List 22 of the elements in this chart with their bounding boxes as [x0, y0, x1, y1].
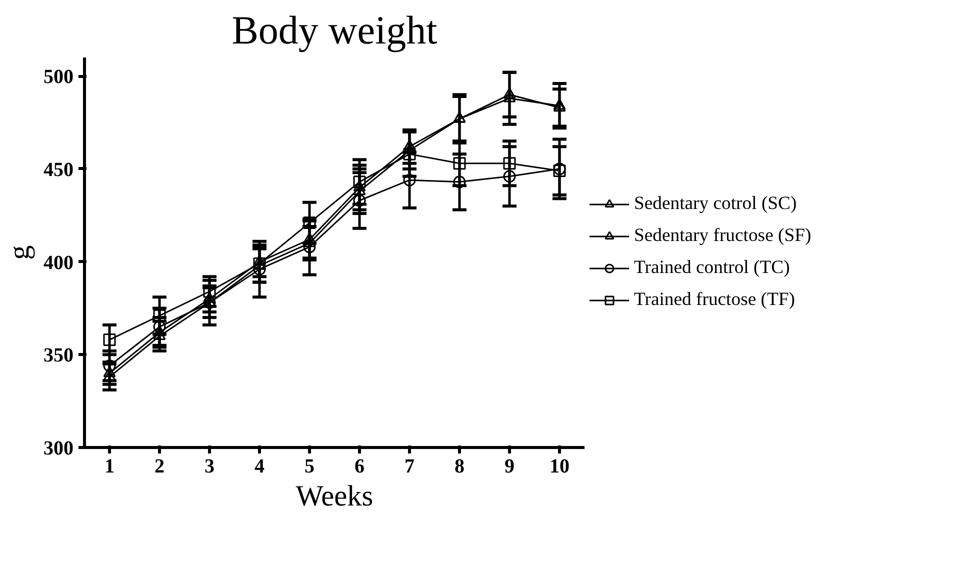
x-tick-label: 4: [254, 456, 264, 478]
x-tick-label: 1: [104, 456, 114, 478]
x-tick-label: 8: [454, 456, 464, 478]
legend-label: Trained fructose (TF): [634, 289, 795, 311]
x-tick-label: 9: [504, 456, 514, 478]
legend-label: Trained control (TC): [634, 257, 790, 279]
y-tick-label: 300: [44, 438, 74, 460]
y-tick-label: 500: [44, 66, 74, 88]
x-tick-label: 10: [550, 456, 570, 478]
legend-label: Sedentary fructose (SF): [634, 225, 812, 247]
x-tick-label: 5: [304, 456, 314, 478]
x-tick-label: 7: [404, 456, 414, 478]
x-tick-label: 6: [354, 456, 364, 478]
y-axis-title: g: [4, 244, 36, 260]
y-tick-label: 400: [44, 252, 74, 274]
x-tick-label: 2: [154, 456, 164, 478]
x-axis-title: Weeks: [296, 480, 374, 512]
chart-title: Body weight: [232, 8, 438, 52]
y-tick-label: 450: [44, 158, 74, 181]
x-tick-label: 3: [204, 456, 214, 478]
y-tick-label: 350: [44, 344, 74, 367]
legend-label: Sedentary cotrol (SC): [634, 193, 797, 215]
